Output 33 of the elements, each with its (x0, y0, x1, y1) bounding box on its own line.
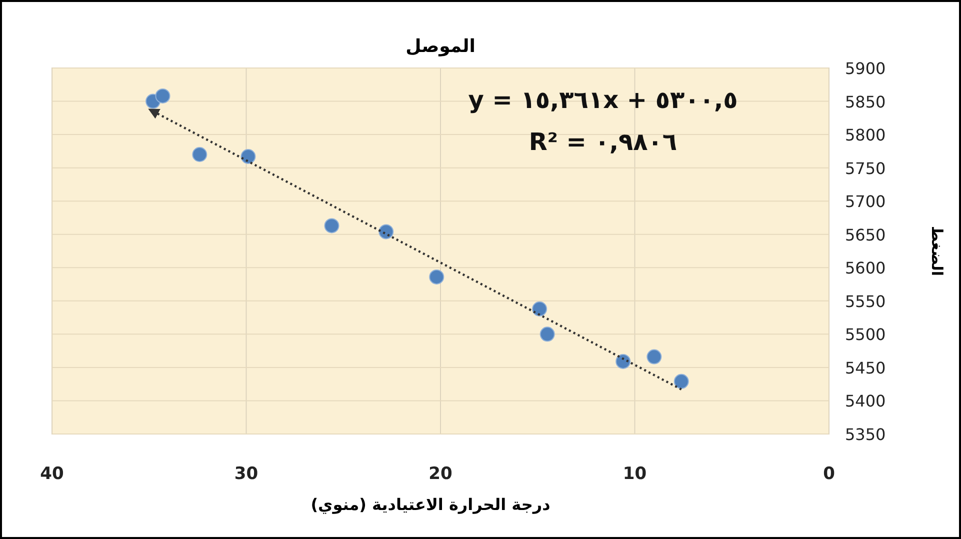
y-tick-label: 5400 (845, 392, 886, 411)
y-tick-label: 5800 (845, 126, 886, 145)
x-tick-label: 30 (234, 464, 258, 484)
point (192, 147, 208, 162)
point (540, 326, 555, 342)
point (616, 354, 631, 369)
point (429, 269, 444, 284)
annotation: y = ١٥,٣٦١x + ٥٣٠٠,٥ (468, 86, 738, 114)
y-tick-label: 5500 (845, 325, 886, 344)
y-tick-label: 5600 (845, 258, 886, 278)
y-axis-title: الضغط (928, 226, 946, 276)
chart-title: الموصل (406, 36, 476, 57)
x-axis-title: درجة الحرارة الاعتيادية (منوي) (310, 495, 550, 514)
x-tick-label: 40 (40, 464, 64, 484)
point (532, 301, 548, 316)
point (240, 149, 256, 164)
point (155, 88, 170, 104)
y-tick-label: 5900 (845, 59, 886, 78)
point (378, 224, 394, 240)
y-tick-label: 5550 (845, 292, 886, 311)
y-tick-label: 5700 (845, 192, 886, 212)
point (324, 218, 340, 234)
x-tick-label: 20 (428, 464, 452, 484)
y-tick-label: 5450 (845, 358, 886, 378)
point (646, 349, 662, 364)
x-tick-label: 0 (823, 464, 836, 484)
point (674, 374, 689, 389)
y-tick-label: 5750 (845, 158, 886, 178)
x-tick-label: 10 (622, 464, 647, 484)
y-tick-label: 5350 (845, 425, 886, 444)
y-tick-label: 5650 (845, 225, 886, 244)
y-tick-label: 5850 (845, 92, 886, 112)
annotation: R² = ٠,٩٨٠٦ (528, 128, 678, 156)
